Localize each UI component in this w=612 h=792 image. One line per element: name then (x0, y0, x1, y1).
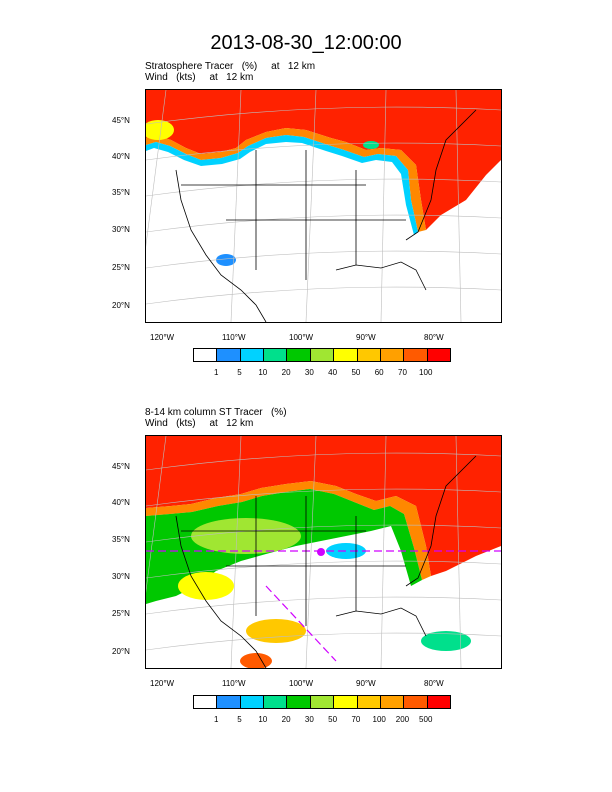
colorbar-swatch (380, 696, 405, 708)
colorbar-swatch (310, 696, 335, 708)
colorbar-swatch (194, 696, 218, 708)
colorbar-swatch (287, 696, 311, 708)
panel1-lon-label: 120°W (150, 333, 175, 342)
panel2-lat-label: 25°N (112, 609, 130, 618)
colorbar-tick-label: 50 (328, 715, 338, 724)
panel1-subtitle-line1: Stratosphere Tracer (%) at 12 km (145, 61, 316, 72)
colorbar-swatch (240, 696, 265, 708)
colorbar-swatch (334, 349, 358, 361)
panel1-lat-label: 20°N (112, 301, 130, 310)
panel1-boundaries (175, 109, 477, 322)
colorbar-tick-label: 10 (258, 368, 268, 377)
panel2-lon-label: 100°W (289, 679, 314, 688)
panel1-colorbar (193, 348, 451, 362)
colorbar-swatch (334, 696, 358, 708)
panel2-tracer-patch (421, 631, 471, 651)
colorbar-swatch (357, 696, 381, 708)
colorbar-tick-label: 100 (419, 368, 433, 377)
panel2-reference-line (265, 585, 337, 662)
panel1-map-svg (146, 90, 501, 322)
colorbar-tick-label: 70 (398, 368, 407, 377)
panel2-tracer-patch (240, 653, 272, 668)
panel2-tracer-high-region (146, 436, 501, 576)
panel1-tracer-low-band (146, 135, 418, 235)
panel2-lat-label: 30°N (112, 572, 130, 581)
colorbar-swatch (217, 349, 241, 361)
panel2-lon-label: 120°W (150, 679, 175, 688)
panel2-tracer-patch (246, 619, 306, 643)
panel2-lat-label: 45°N (112, 462, 130, 471)
colorbar-tick-label: 20 (281, 715, 291, 724)
panel2-lon-label: 110°W (222, 679, 246, 688)
panel2-lat-label: 20°N (112, 647, 130, 656)
colorbar-tick-label: 50 (351, 368, 361, 377)
panel1-lon-label: 100°W (289, 333, 314, 342)
panel2-reference-marker (317, 548, 325, 556)
panel1-tracer-mid-band (146, 128, 426, 232)
panel1-lat-label: 30°N (112, 225, 130, 234)
panel2-lon-label: 80°W (424, 679, 444, 688)
colorbar-swatch (357, 349, 381, 361)
colorbar-tick-label: 5 (237, 715, 242, 724)
colorbar-tick-label: 40 (328, 368, 338, 377)
colorbar-tick-label: 5 (237, 368, 242, 377)
colorbar-swatch (194, 349, 218, 361)
colorbar-tick-label: 200 (395, 715, 410, 724)
panel1-lon-label: 90°W (356, 333, 376, 342)
colorbar-tick-label: 500 (419, 715, 433, 724)
colorbar-swatch (427, 349, 450, 361)
colorbar-swatch (310, 349, 335, 361)
panel1-graticule (146, 90, 501, 322)
panel2-lat-label: 40°N (112, 498, 130, 507)
colorbar-swatch (264, 349, 288, 361)
panel1-tracer-lake-patch (363, 141, 379, 149)
colorbar-swatch (380, 349, 405, 361)
panel2-tracer-patch (178, 572, 234, 600)
panel2-colorbar (193, 695, 451, 709)
panel2-lat-label: 35°N (112, 535, 130, 544)
figure-title: 2013-08-30_12:00:00 (210, 32, 402, 54)
panel1-tracer-sw-patch (216, 254, 236, 266)
panel1-lat-label: 25°N (112, 263, 130, 272)
panel2-tracer-orange-band (146, 481, 431, 580)
panel1-subtitle-line2: Wind (kts) at 12 km (145, 72, 254, 83)
panel1-tracer-west-patch (146, 120, 174, 140)
panel1-lat-label: 40°N (112, 152, 130, 161)
colorbar-swatch (427, 696, 450, 708)
panel1-map (145, 89, 502, 323)
panel1-tracer-high-region (146, 90, 501, 230)
colorbar-swatch (404, 349, 428, 361)
colorbar-tick-label: 60 (374, 368, 384, 377)
colorbar-swatch (217, 696, 241, 708)
colorbar-tick-label: 70 (351, 715, 361, 724)
colorbar-tick-label: 30 (304, 715, 314, 724)
panel1-lon-label: 110°W (222, 333, 246, 342)
panel2-tracer-patch (191, 518, 301, 554)
colorbar-swatch (287, 349, 311, 361)
colorbar-swatch (264, 696, 288, 708)
colorbar-tick-label: 1 (214, 715, 219, 724)
panel2-boundaries (175, 455, 477, 668)
panel2-subtitle-line1: 8-14 km column ST Tracer (%) (145, 407, 287, 418)
colorbar-tick-label: 10 (258, 715, 268, 724)
panel2-map-svg (146, 436, 501, 668)
colorbar-tick-label: 100 (372, 715, 386, 724)
panel2-subtitle-line2: Wind (kts) at 12 km (145, 418, 254, 429)
panel2-lon-label: 90°W (356, 679, 376, 688)
colorbar-tick-label: 20 (281, 368, 291, 377)
colorbar-swatch (240, 349, 265, 361)
panel1-lat-label: 45°N (112, 116, 130, 125)
panel1-lon-label: 80°W (424, 333, 444, 342)
colorbar-swatch (404, 696, 428, 708)
panel2-graticule (146, 436, 501, 668)
colorbar-tick-label: 30 (304, 368, 314, 377)
panel1-lat-label: 35°N (112, 188, 130, 197)
colorbar-tick-label: 1 (214, 368, 219, 377)
panel2-map (145, 435, 502, 669)
